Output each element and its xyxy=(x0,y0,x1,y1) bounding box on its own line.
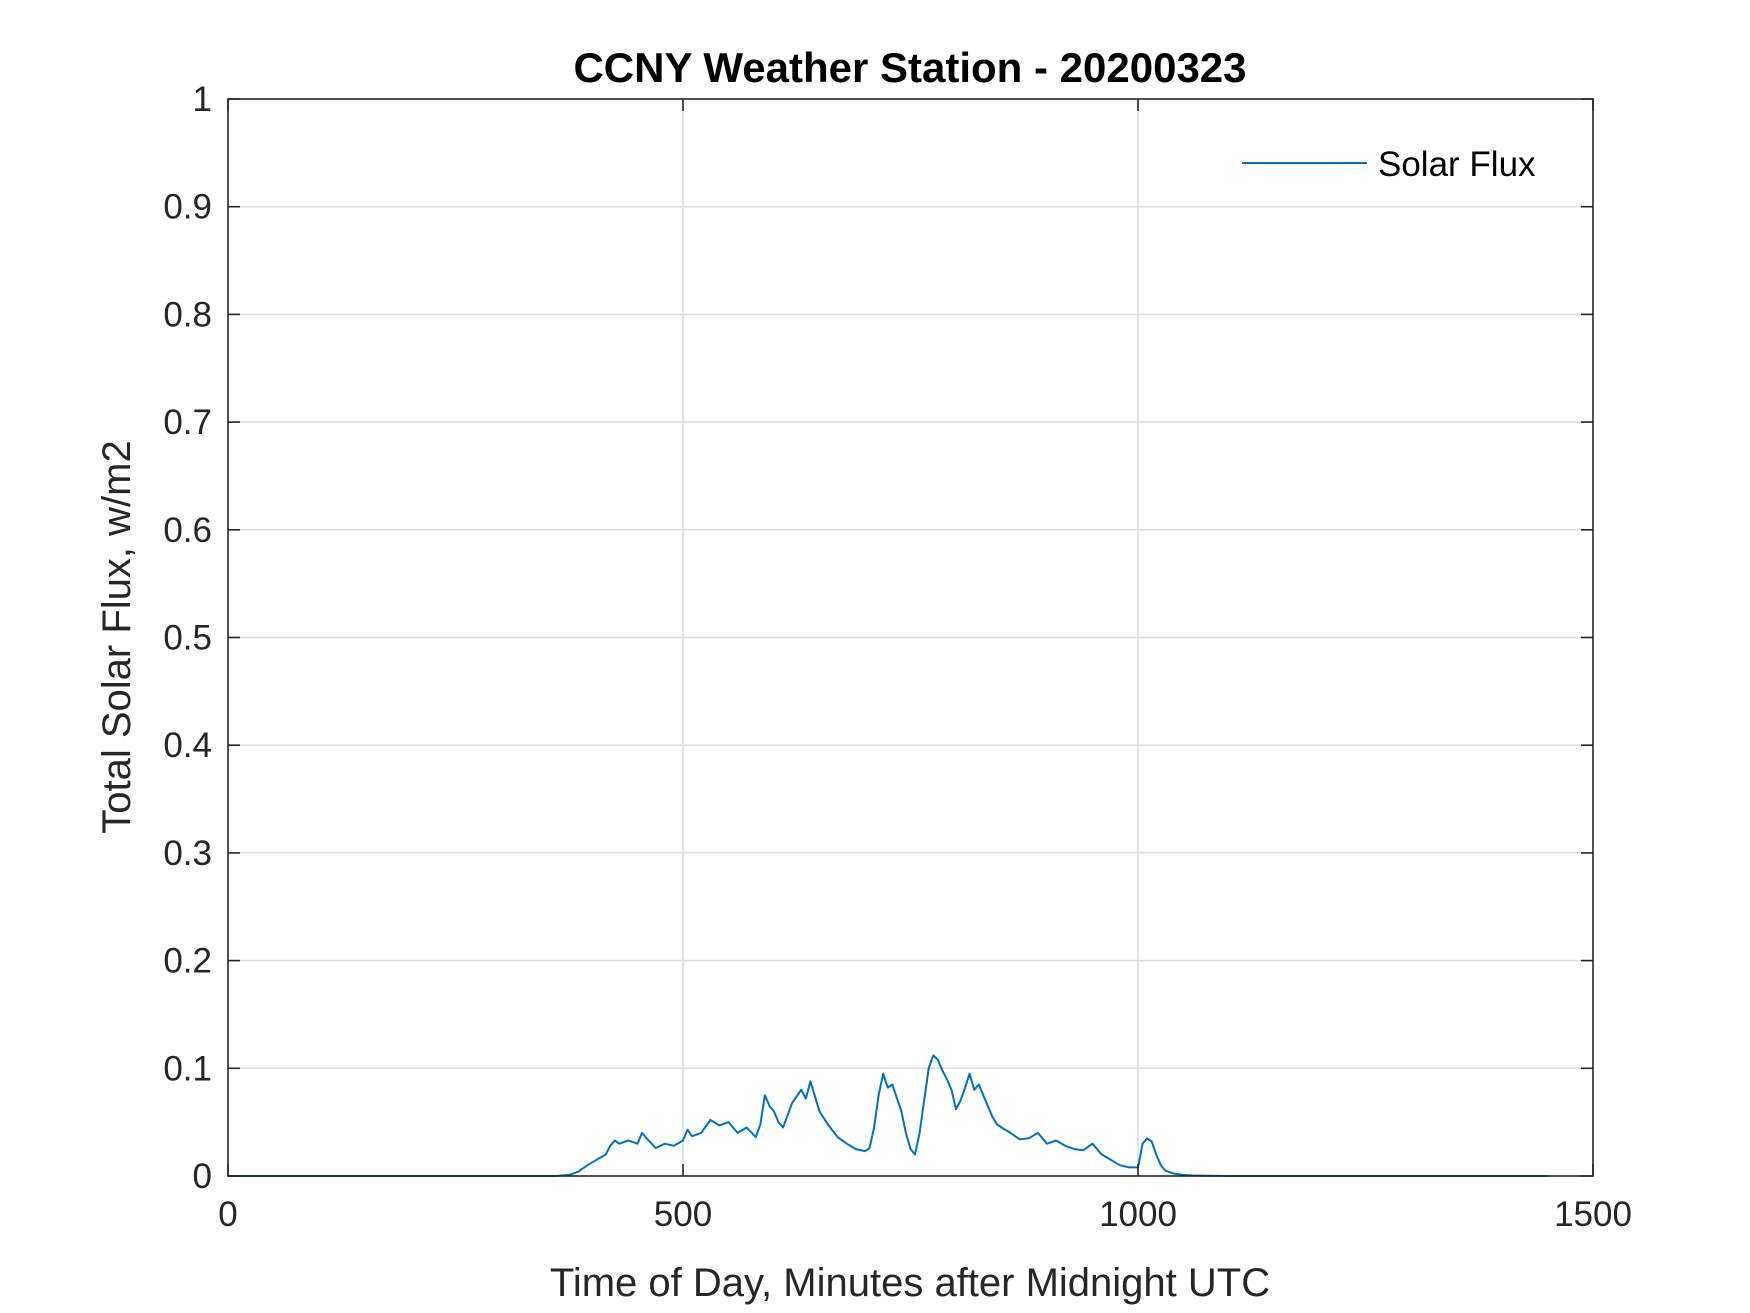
y-tick-label: 0.3 xyxy=(163,834,212,873)
y-tick-label: 0.7 xyxy=(163,403,212,442)
y-tick-label: 0.5 xyxy=(163,619,212,658)
chart-title: CCNY Weather Station - 20200323 xyxy=(573,44,1246,91)
x-axis-label: Time of Day, Minutes after Midnight UTC xyxy=(550,1261,1270,1305)
grid xyxy=(228,99,1593,1176)
y-tick-label: 0.9 xyxy=(163,188,212,227)
y-tick-label: 0.8 xyxy=(163,295,212,334)
y-tick-label: 0.6 xyxy=(163,511,212,550)
x-tick-label: 500 xyxy=(654,1195,712,1234)
x-tick-label: 1000 xyxy=(1099,1195,1177,1234)
y-tick-label: 1 xyxy=(193,80,212,119)
series-line-solar-flux xyxy=(228,1054,1548,1177)
y-tick-label: 0.1 xyxy=(163,1049,212,1088)
y-tick-label: 0.2 xyxy=(163,942,212,981)
y-tick-label: 0 xyxy=(193,1157,212,1196)
legend: Solar Flux xyxy=(1242,145,1536,184)
legend-label: Solar Flux xyxy=(1378,145,1536,184)
y-axis-label: Total Solar Flux, w/m2 xyxy=(95,440,139,833)
series-layer xyxy=(228,1054,1548,1177)
tick-labels: 0 500 1000 1500 0 0.1 0.2 0.3 0.4 0.5 0.6 0.7 0.8 0.9… xyxy=(163,80,1632,1234)
ticks xyxy=(227,98,1594,1177)
x-tick-label: 1500 xyxy=(1554,1195,1632,1234)
x-tick-label: 0 xyxy=(218,1195,237,1234)
y-tick-label: 0.4 xyxy=(163,726,212,765)
